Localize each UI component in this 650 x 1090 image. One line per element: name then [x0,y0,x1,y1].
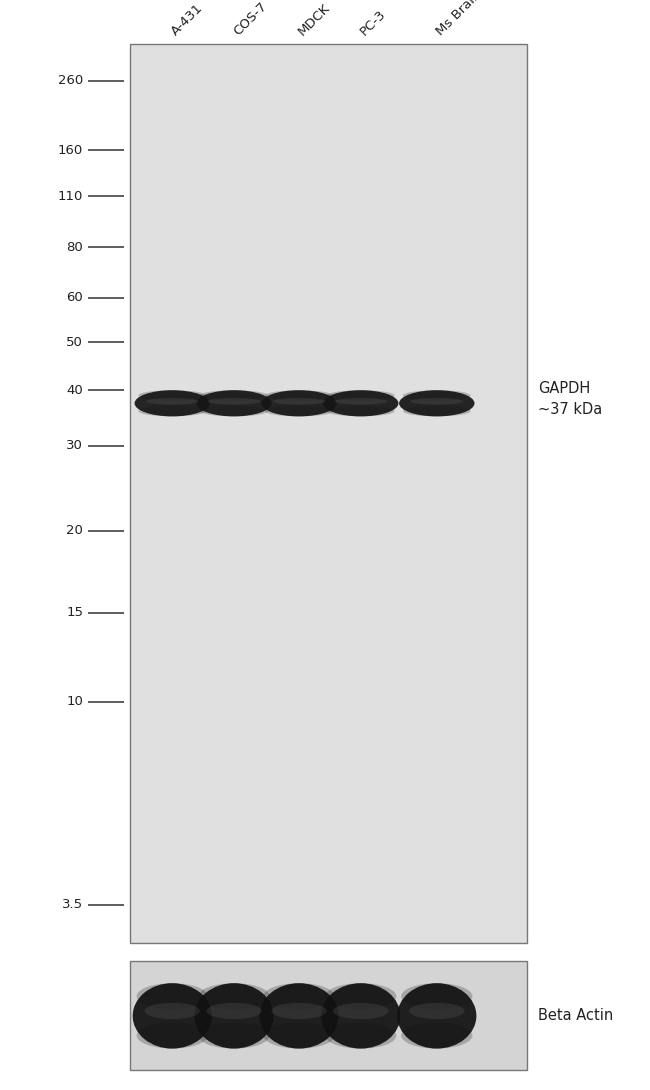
Ellipse shape [265,390,333,401]
Ellipse shape [144,1003,200,1019]
Ellipse shape [146,398,199,404]
Text: 3.5: 3.5 [62,898,83,911]
Ellipse shape [397,983,476,1049]
Ellipse shape [263,1022,335,1049]
Text: 10: 10 [66,695,83,708]
Text: A-431: A-431 [169,1,206,38]
Ellipse shape [403,390,471,401]
Ellipse shape [323,390,398,416]
Text: 50: 50 [66,336,83,349]
Ellipse shape [138,390,206,401]
Text: 260: 260 [58,74,83,87]
Ellipse shape [401,1022,473,1049]
Bar [130,961,526,1070]
Ellipse shape [265,405,333,416]
Ellipse shape [207,398,261,404]
Ellipse shape [403,405,471,416]
Text: 15: 15 [66,606,83,619]
Text: 160: 160 [58,144,83,157]
Ellipse shape [327,405,395,416]
Ellipse shape [327,390,395,401]
Ellipse shape [136,1022,208,1049]
Text: 30: 30 [66,439,83,452]
Ellipse shape [272,398,326,404]
Text: COS-7: COS-7 [231,0,269,38]
Ellipse shape [138,405,206,416]
Text: PC-3: PC-3 [358,8,388,38]
Text: 40: 40 [66,384,83,397]
Ellipse shape [259,983,339,1049]
Ellipse shape [409,1003,465,1019]
Ellipse shape [200,390,268,401]
Text: Beta Actin: Beta Actin [538,1008,614,1024]
Ellipse shape [198,1022,270,1049]
Ellipse shape [133,983,212,1049]
Ellipse shape [263,983,335,1009]
Ellipse shape [325,1022,396,1049]
Bar [130,44,526,943]
Ellipse shape [271,1003,327,1019]
Ellipse shape [334,398,387,404]
Ellipse shape [206,1003,262,1019]
Text: 20: 20 [66,524,83,537]
Ellipse shape [333,1003,389,1019]
Text: 110: 110 [58,190,83,203]
Ellipse shape [325,983,396,1009]
Ellipse shape [410,398,463,404]
Ellipse shape [136,983,208,1009]
Ellipse shape [196,390,272,416]
Ellipse shape [321,983,400,1049]
Text: 60: 60 [66,291,83,304]
Ellipse shape [135,390,210,416]
Ellipse shape [399,390,474,416]
Text: Ms Brain: Ms Brain [434,0,484,38]
Text: GAPDH: GAPDH [538,380,590,396]
Ellipse shape [194,983,274,1049]
Text: MDCK: MDCK [296,1,333,38]
Ellipse shape [198,983,270,1009]
Text: 80: 80 [66,241,83,254]
Ellipse shape [261,390,337,416]
Ellipse shape [200,405,268,416]
Ellipse shape [401,983,473,1009]
Text: ~37 kDa: ~37 kDa [538,402,603,417]
